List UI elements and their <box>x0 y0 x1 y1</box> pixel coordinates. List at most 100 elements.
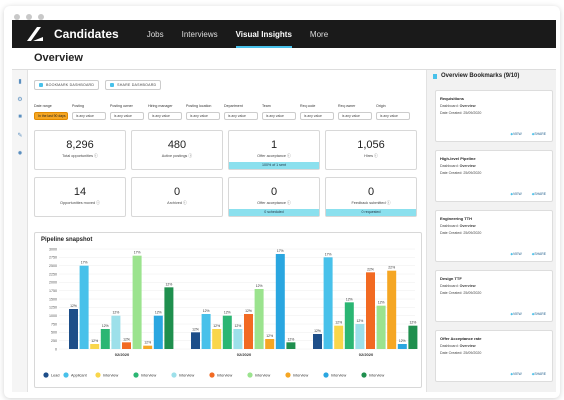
legend-label[interactable]: Interview <box>369 373 384 377</box>
nav-interviews[interactable]: Interviews <box>181 29 218 39</box>
legend-label[interactable]: Interview <box>179 373 194 377</box>
view-button[interactable]: View <box>510 132 522 136</box>
bookmark-card: Design TTF Dashboard: Overview Date Create… <box>435 270 553 322</box>
bar[interactable] <box>90 344 100 349</box>
legend-label[interactable]: Lead <box>51 373 59 377</box>
filter-value[interactable]: is any value <box>224 112 258 120</box>
bookmark-date: Date Created: 25/09/2020 <box>440 231 482 235</box>
bookmark-title[interactable]: Requisitions <box>440 96 465 101</box>
metric-card[interactable]: 0 Offer acceptance ⓘ 0 scheduled <box>228 177 320 217</box>
legend-swatch <box>323 372 329 378</box>
bar[interactable] <box>254 289 264 349</box>
metric-card[interactable]: 0 Archived ⓘ <box>131 177 223 217</box>
bar[interactable] <box>366 272 375 349</box>
bar[interactable] <box>334 325 344 349</box>
share-button[interactable]: Share <box>532 372 546 376</box>
bar[interactable] <box>323 257 333 349</box>
view-button[interactable]: View <box>510 312 522 316</box>
metric-label: Offer acceptance ⓘ <box>257 201 291 205</box>
legend-label[interactable]: Interview <box>103 373 118 377</box>
brand-logo-icon[interactable] <box>24 23 46 45</box>
metric-value: 14 <box>73 186 87 198</box>
filter-value[interactable]: is any value <box>376 112 410 120</box>
legend-label[interactable]: Interview <box>255 373 270 377</box>
bar[interactable] <box>376 305 386 349</box>
bar[interactable] <box>164 287 174 349</box>
bookmark-icon <box>39 83 43 87</box>
bar[interactable] <box>233 329 243 349</box>
bar[interactable] <box>69 309 78 349</box>
bar[interactable] <box>201 314 211 349</box>
filter-value[interactable]: is any value <box>72 112 106 120</box>
window-dot[interactable] <box>26 14 32 20</box>
settings-icon[interactable]: ✹ <box>17 150 23 157</box>
view-button[interactable]: View <box>510 252 522 256</box>
bookmarks-sidebar: Overview Bookmarks (9/10) Requisitions Da… <box>426 70 556 392</box>
filter-value[interactable]: is any value <box>110 112 144 120</box>
bar[interactable] <box>387 270 397 349</box>
share-button[interactable]: Share <box>532 132 546 136</box>
nav-visual-insights[interactable]: Visual Insights <box>235 20 293 48</box>
bar[interactable] <box>397 344 407 349</box>
bar[interactable] <box>191 332 200 349</box>
metric-card[interactable]: 14 Opportunities moved ⓘ <box>34 177 126 217</box>
legend-label[interactable]: Interview <box>141 373 156 377</box>
bar[interactable] <box>111 315 121 349</box>
filter-2: Posting owner is any value <box>110 104 148 120</box>
metric-card[interactable]: 1 Offer acceptance ⓘ 100% of 1 sent <box>228 130 320 170</box>
filter-value[interactable]: is any value <box>186 112 220 120</box>
metric-card[interactable]: 480 Active postings ⓘ <box>131 130 223 170</box>
window-dot[interactable] <box>14 14 20 20</box>
legend-label[interactable]: Interview <box>217 373 232 377</box>
filter-value[interactable]: is any value <box>338 112 372 120</box>
gear-icon[interactable]: ⚙ <box>17 96 23 103</box>
bar[interactable] <box>244 314 253 349</box>
bookmark-title[interactable]: Design TTF <box>440 276 462 281</box>
bar[interactable] <box>408 325 418 349</box>
view-button[interactable]: View <box>510 372 522 376</box>
bar[interactable] <box>344 302 354 349</box>
bookmark-title[interactable]: High-level Pipeline <box>440 156 476 161</box>
filter-value[interactable]: is any value <box>300 112 334 120</box>
view-button[interactable]: View <box>510 192 522 196</box>
bookmark-dashboard-button[interactable]: Bookmark dashboard <box>34 80 100 90</box>
bar[interactable] <box>212 329 222 349</box>
legend-label[interactable]: Interview <box>331 373 346 377</box>
grid-icon[interactable]: ■ <box>18 114 22 120</box>
bar[interactable] <box>265 339 275 349</box>
bar[interactable] <box>79 265 89 349</box>
bar-data-label: 12% <box>123 337 130 341</box>
bookmark-title[interactable]: Offer Acceptance rate <box>440 336 482 341</box>
metric-value: 480 <box>167 139 187 151</box>
bar[interactable] <box>143 345 153 349</box>
metric-card[interactable]: 0 Feedback submitted ⓘ 0 requested <box>325 177 417 217</box>
legend-label[interactable]: Interview <box>293 373 308 377</box>
bar[interactable] <box>275 254 285 349</box>
share-button[interactable]: Share <box>532 192 546 196</box>
bar[interactable] <box>122 342 131 349</box>
bar[interactable] <box>355 324 365 349</box>
share-button[interactable]: Share <box>532 312 546 316</box>
metric-card[interactable]: 1,056 Hires ⓘ <box>325 130 417 170</box>
bookmark-title[interactable]: Engineering TTH <box>440 216 472 221</box>
filter-value[interactable]: is any value <box>262 112 296 120</box>
bar[interactable] <box>222 315 232 349</box>
y-tick-label: 2500 <box>49 264 57 268</box>
nav-more[interactable]: More <box>309 29 329 39</box>
window-dot[interactable] <box>38 14 44 20</box>
share-dashboard-button[interactable]: Share dashboard <box>105 80 162 90</box>
filter-value[interactable]: In the last 90 days <box>34 112 68 120</box>
bar[interactable] <box>286 342 296 349</box>
bar[interactable] <box>132 255 142 349</box>
bar-chart-icon[interactable]: ▮ <box>18 78 22 85</box>
bar[interactable] <box>313 334 322 349</box>
bar[interactable] <box>100 329 110 349</box>
wrench-icon[interactable]: ✎ <box>17 132 23 139</box>
bar-data-label: 12% <box>288 337 295 341</box>
share-button[interactable]: Share <box>532 252 546 256</box>
filter-value[interactable]: is any value <box>148 112 182 120</box>
nav-jobs[interactable]: Jobs <box>146 29 164 39</box>
metric-card[interactable]: 8,296 Total opportunities ⓘ <box>34 130 126 170</box>
bar[interactable] <box>153 315 163 349</box>
legend-label[interactable]: Applicant <box>71 373 88 377</box>
